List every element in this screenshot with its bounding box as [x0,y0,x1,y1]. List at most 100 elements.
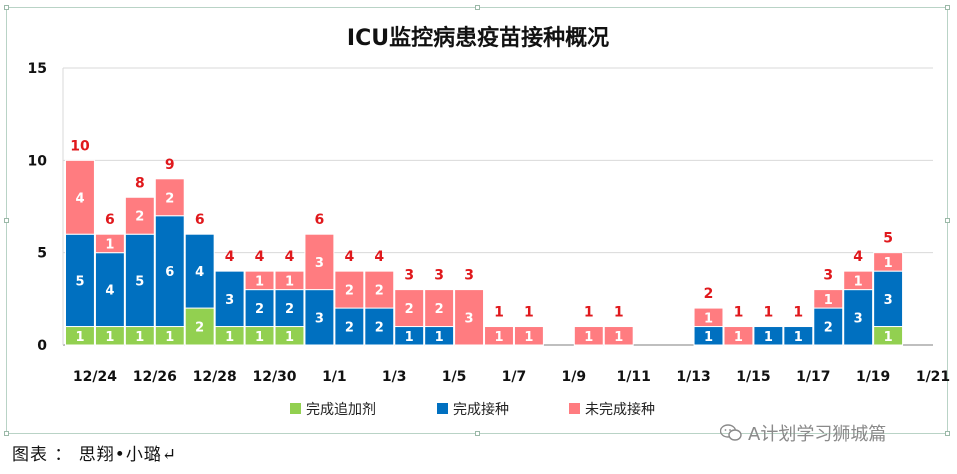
legend-swatch [437,403,448,414]
bar-segment [783,326,814,346]
bar-segment-label: 2 [345,284,354,299]
bar-total-label: 4 [853,249,863,265]
bar-total-label: 6 [105,212,115,228]
bar-segment [94,233,125,254]
bar-total-label: 1 [793,305,803,321]
x-tick-label: 1/19 [856,369,890,385]
bar-segment-label: 1 [494,330,503,345]
x-tick-label: 1/5 [442,369,467,385]
bar-segment-label: 1 [704,311,713,326]
x-tick-label: 12/24 [73,369,117,385]
bar-segment [274,270,305,291]
bar-segment [304,233,335,291]
legend: 完成追加剂 完成接种 未完成接种 [290,401,655,418]
resize-handle-top-right[interactable] [945,5,950,10]
y-tick-label: 10 [28,153,48,169]
bar-segment-label: 1 [884,256,893,271]
bar-segment-label: 1 [105,330,114,345]
bar-segment-label: 1 [285,330,294,345]
bar-segment-label: 1 [165,330,174,345]
bar-segment-label: 1 [884,330,893,345]
bar-segment [244,289,275,328]
bar-segment-label: 3 [854,311,863,326]
bars: 1 5 4 10 1 4 1 6 1 5 2 8 1 6 2 9 2 4 6 1 3 4 1 2 1 4 1 2 1 4 3 3 6 2 2 4 2 2 4… [65,138,904,346]
bar-segment-label: 3 [465,311,474,326]
bar-segment-label: 1 [255,330,264,345]
bar-segment [843,289,874,346]
x-tick-label: 1/17 [796,369,830,385]
bar-segment-label: 1 [764,330,773,345]
bar-segment [753,326,784,346]
bar-segment [65,233,95,328]
y-tick-label: 5 [37,246,47,262]
bar-segment-label: 2 [375,321,384,336]
bar-segment-label: 5 [75,274,84,289]
bar-segment-label: 2 [135,210,144,225]
bar-segment-label: 1 [794,330,803,345]
bar-total-label: 1 [614,305,624,321]
bar-total-label: 1 [524,305,534,321]
x-tick-label: 12/28 [193,369,237,385]
bar-segment-label: 1 [285,274,294,289]
bar-segment-label: 5 [135,274,144,289]
bar-segment [394,289,425,328]
resize-handle-bottom-left[interactable] [4,431,9,436]
y-tick-label: 15 [28,61,47,77]
bar-total-label: 8 [135,175,145,191]
bar-segment [214,270,245,328]
x-tick-label: 1/13 [676,369,710,385]
resize-handle-top-left[interactable] [4,5,9,10]
bar-segment [364,307,395,346]
bar-segment-label: 1 [135,330,144,345]
resize-handle-top-center[interactable] [475,5,480,10]
bar-segment-label: 2 [255,302,264,317]
legend-swatch [290,403,301,414]
bar-segment-label: 1 [704,330,713,345]
bar-segment-label: 4 [75,191,84,206]
bar-segment [813,307,844,346]
bar-segment [813,289,844,309]
bar-segment [184,307,215,346]
bar-segment-label: 2 [195,321,204,336]
bar-segment-label: 2 [165,191,174,206]
chart-title: ICU监控病患疫苗接种概况 [347,25,609,51]
resize-handle-bottom-center[interactable] [475,431,480,436]
bar-total-label: 3 [434,268,444,284]
x-tick-label: 12/26 [133,369,177,385]
watermark-text: A计划学习狮城篇 [748,424,887,445]
bar-segment [873,270,904,328]
bar-segment-label: 1 [225,330,234,345]
bar-total-label: 4 [255,249,265,265]
bar-segment [424,289,455,328]
bar-segment-label: 1 [854,274,863,289]
bar-segment [334,270,365,309]
bar-segment [873,252,904,272]
bar-segment-label: 1 [405,330,414,345]
bar-total-label: 3 [823,268,833,284]
bar-segment-label: 2 [435,302,444,317]
resize-handle-middle-right[interactable] [945,218,950,223]
bar-total-label: 1 [734,305,744,321]
bar-total-label: 1 [764,305,774,321]
bar-segment-label: 1 [105,237,114,252]
bar-segment [94,252,125,328]
x-tick-label: 1/9 [562,369,587,385]
bar-segment [693,307,724,328]
bar-total-label: 2 [704,286,714,302]
bar-segment-label: 1 [75,330,84,345]
bar-segment-label: 6 [165,265,174,280]
x-tick-label: 1/3 [382,369,407,385]
bar-segment-label: 2 [285,302,294,317]
bar-segment [573,326,604,346]
bar-segment [154,178,185,217]
resize-handle-bottom-right[interactable] [945,431,950,436]
bar-segment-label: 2 [405,302,414,317]
resize-handle-middle-left[interactable] [4,218,9,223]
bar-segment [274,289,305,328]
bar-segment [124,233,155,328]
stacked-bar-chart: ICU监控病患疫苗接种概况 15410141615281629246134121… [28,25,951,418]
bar-total-label: 4 [344,249,354,265]
bar-segment [244,270,275,291]
x-tick-label: 1/1 [322,369,347,385]
